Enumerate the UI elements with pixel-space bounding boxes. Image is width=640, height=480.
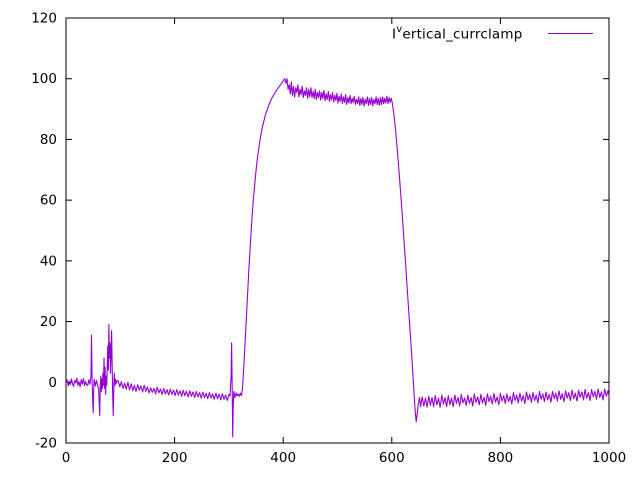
- y-tick-label: 0: [48, 375, 57, 391]
- legend-label: Ivertical_currclamp: [392, 24, 523, 43]
- legend-label-prefix: I: [392, 26, 397, 43]
- x-tick-label: 0: [62, 450, 71, 466]
- x-tick-label: 1000: [592, 450, 626, 466]
- x-tick-label: 400: [270, 450, 296, 466]
- y-tick-label: -20: [35, 436, 57, 452]
- legend: Ivertical_currclamp: [392, 24, 593, 43]
- x-tick-label: 600: [379, 450, 405, 466]
- y-tick-label: 120: [31, 11, 57, 27]
- legend-label-superscript: v: [396, 24, 403, 35]
- x-tick-label: 800: [488, 450, 514, 466]
- y-tick-label: 60: [40, 193, 57, 209]
- y-tick-label: 80: [40, 132, 57, 148]
- legend-line-sample-icon: [547, 33, 593, 35]
- y-tick-label: 20: [40, 314, 57, 330]
- plot-frame: [65, 17, 610, 444]
- y-tick-label: 100: [31, 71, 57, 87]
- legend-label-rest: ertical_currclamp: [402, 26, 523, 43]
- x-tick-label: 200: [162, 450, 188, 466]
- y-tick-label: 40: [40, 253, 57, 269]
- series-line: [65, 78, 610, 438]
